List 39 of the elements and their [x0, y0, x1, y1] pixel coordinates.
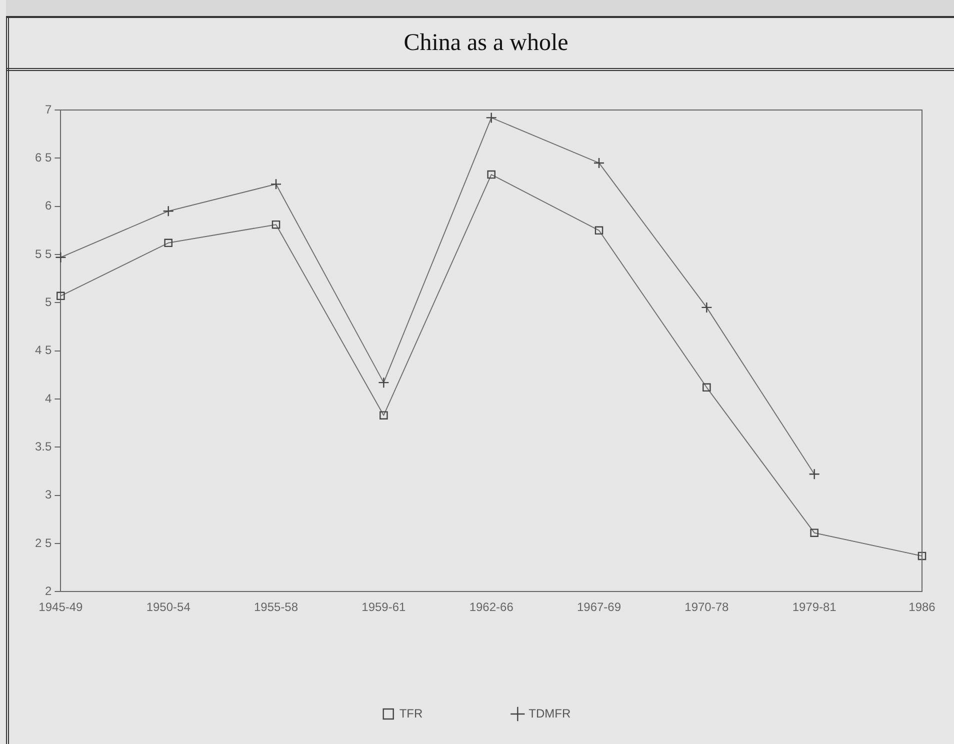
y-tick-label: 6 5	[34, 150, 52, 164]
chart-title: China as a whole	[6, 18, 954, 71]
point	[164, 238, 172, 248]
legend-label: TFR	[399, 706, 424, 720]
y-tick-label: 2 5	[34, 536, 52, 550]
point	[378, 376, 390, 388]
y-tick-label: 6	[44, 198, 52, 213]
y-tick-label: 3.5	[34, 439, 52, 454]
y-tick-label: 4 5	[34, 343, 52, 358]
y-tick-label: 2	[44, 584, 52, 598]
x-tick-label: 1967-69	[576, 600, 622, 614]
y-tick-label: 5 5	[34, 246, 52, 261]
x-tick-label: 1959-61	[362, 600, 406, 614]
point	[380, 411, 388, 420]
y-tick-label: 3	[44, 488, 52, 502]
x-tick-label: 1950-54	[146, 600, 191, 614]
x-tick-label: 1970-78	[684, 600, 730, 614]
x-tick-label: 1986	[908, 600, 936, 614]
y-tick-label: 4	[44, 391, 52, 406]
y-tick-label: 5	[44, 294, 52, 309]
point	[593, 157, 605, 169]
point	[808, 468, 820, 480]
x-tick-label: 1955-58	[254, 600, 298, 614]
point	[162, 206, 174, 217]
point	[56, 292, 65, 300]
point	[486, 112, 497, 124]
point	[702, 383, 711, 392]
point	[272, 220, 280, 229]
x-tick-label: 1962-66	[469, 600, 514, 614]
point	[594, 226, 604, 235]
x-tick-label: 1945-49	[38, 600, 84, 614]
point	[701, 302, 712, 314]
point	[270, 178, 282, 190]
legend-label: TDMFR	[528, 706, 571, 720]
y-tick-label: 7	[44, 102, 52, 116]
x-tick-label: 1979-81	[792, 600, 837, 614]
point	[918, 552, 926, 560]
point	[487, 170, 496, 179]
point	[810, 528, 818, 537]
